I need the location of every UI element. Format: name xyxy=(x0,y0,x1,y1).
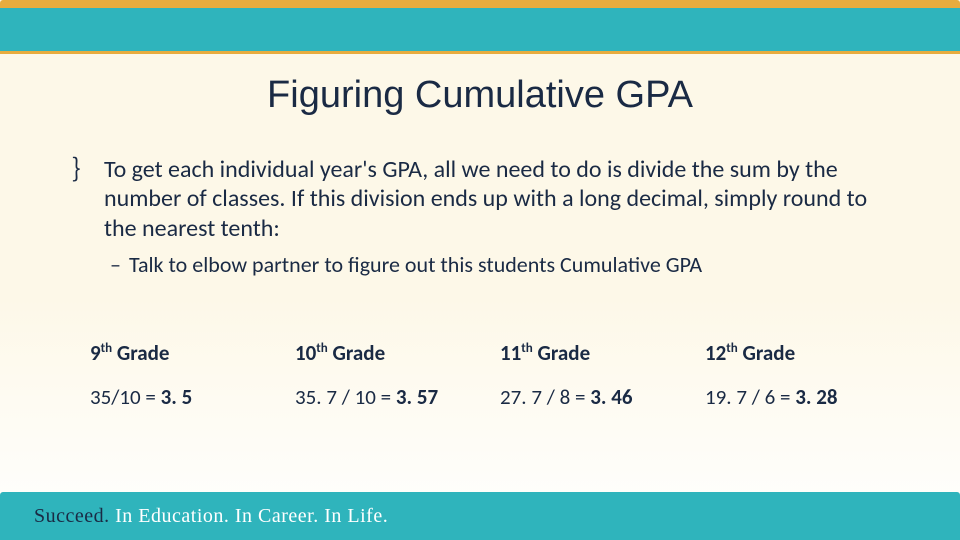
col-head-9: 9th Grade xyxy=(90,340,285,366)
cell-12: 19. 7 / 6 = 3. 28 xyxy=(705,384,900,410)
footer-tagline: Succeed. In Education. In Career. In Lif… xyxy=(10,505,388,528)
col-head-10: 10th Grade xyxy=(295,340,490,366)
main-bullet-text: To get each individual year's GPA, all w… xyxy=(104,155,900,243)
main-bullet-marker: ｝ xyxy=(72,155,98,186)
tagline-rest: In Education. In Career. In Life. xyxy=(110,505,389,527)
sub-bullet-marker: – xyxy=(110,251,121,279)
tagline-word1: Succeed. xyxy=(34,505,110,527)
top-band xyxy=(0,0,960,54)
cell-9: 35/10 = 3. 5 xyxy=(90,384,285,410)
main-bullet: ｝ To get each individual year's GPA, all… xyxy=(72,155,900,243)
cell-11: 27. 7 / 8 = 3. 46 xyxy=(500,384,695,410)
body: ｝ To get each individual year's GPA, all… xyxy=(72,155,900,278)
footer-inner: Succeed. In Education. In Career. In Lif… xyxy=(10,498,950,534)
footer-bar: Succeed. In Education. In Career. In Lif… xyxy=(0,492,960,540)
sub-bullet: – Talk to elbow partner to figure out th… xyxy=(110,251,900,279)
cell-10: 35. 7 / 10 = 3. 57 xyxy=(295,384,490,410)
sub-bullet-text: Talk to elbow partner to figure out this… xyxy=(129,251,702,279)
slide: Figuring Cumulative GPA ｝ To get each in… xyxy=(0,0,960,540)
grade-table: 9th Grade 10th Grade 11th Grade 12th Gra… xyxy=(90,340,900,410)
col-head-12: 12th Grade xyxy=(705,340,900,366)
col-head-11: 11th Grade xyxy=(500,340,695,366)
slide-title: Figuring Cumulative GPA xyxy=(0,74,960,117)
